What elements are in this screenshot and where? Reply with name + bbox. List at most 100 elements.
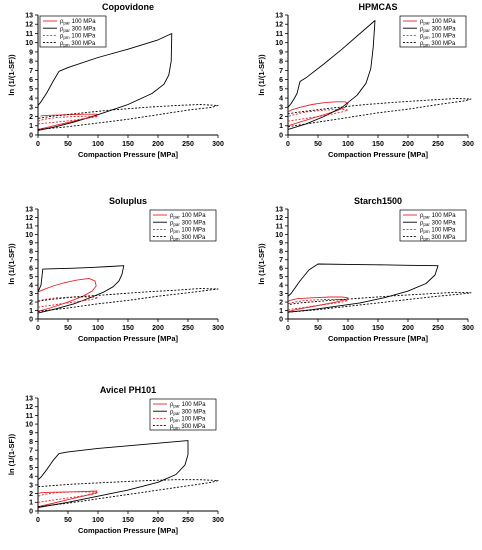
y-tick-label: 9 xyxy=(29,430,33,437)
y-tick-label: 3 xyxy=(279,291,283,298)
y-tick-label: 13 xyxy=(25,12,33,19)
legend-label: ρpm 300 MPa xyxy=(170,424,206,431)
y-tick-label: 9 xyxy=(29,49,33,56)
y-tick-label: 6 xyxy=(279,77,283,84)
series-line-2 xyxy=(38,115,99,125)
y-tick-label: 11 xyxy=(26,31,34,38)
y-tick-label: 6 xyxy=(29,77,33,84)
y-tick-label: 1 xyxy=(29,500,33,507)
y-tick-label: 0 xyxy=(29,508,33,515)
y-tick-label: 2 xyxy=(279,299,283,306)
y-tick-label: 11 xyxy=(276,223,284,230)
x-tick-label: 150 xyxy=(372,141,384,148)
series-line-0 xyxy=(38,113,98,130)
y-tick-label: 2 xyxy=(29,114,33,121)
y-tick-label: 2 xyxy=(29,491,33,498)
legend-label: ρpar 100 MPa xyxy=(420,19,456,26)
y-tick-label: 8 xyxy=(29,439,33,446)
series-line-0 xyxy=(38,490,98,508)
y-tick-label: 11 xyxy=(276,31,284,38)
y-tick-label: 10 xyxy=(25,40,33,47)
x-tick-label: 200 xyxy=(402,141,414,148)
x-tick-label: 0 xyxy=(286,325,290,332)
x-tick-label: 150 xyxy=(122,141,134,148)
y-tick-label: 4 xyxy=(279,283,283,290)
y-tick-label: 13 xyxy=(25,395,33,402)
series-line-2 xyxy=(288,299,349,311)
series-line-1 xyxy=(38,265,125,314)
x-tick-label: 250 xyxy=(182,325,194,332)
y-tick-label: 13 xyxy=(275,12,283,19)
y-tick-label: 1 xyxy=(279,308,283,315)
x-axis-label: Compaction Pressure [MPa] xyxy=(328,334,429,343)
chart-title: Copovidone xyxy=(102,2,154,12)
x-tick-label: 250 xyxy=(182,141,194,148)
x-tick-label: 200 xyxy=(152,517,164,524)
y-axis-label: ln (1/(1-SF)) xyxy=(7,433,16,475)
y-tick-label: 7 xyxy=(29,257,33,264)
legend-label: ρpar 100 MPa xyxy=(420,213,456,220)
y-tick-label: 8 xyxy=(279,249,283,256)
y-tick-label: 0 xyxy=(29,132,33,139)
y-tick-label: 2 xyxy=(279,114,283,121)
y-tick-label: 10 xyxy=(25,421,33,428)
legend-label: ρpm 300 MPa xyxy=(420,41,456,48)
x-tick-label: 50 xyxy=(314,141,322,148)
y-tick-label: 4 xyxy=(29,283,33,290)
y-tick-label: 5 xyxy=(29,86,33,93)
legend-label: ρpar 100 MPa xyxy=(60,19,96,26)
y-tick-label: 8 xyxy=(29,249,33,256)
legend-label: ρpm 300 MPa xyxy=(420,235,456,242)
y-axis-label: ln (1/(1-SF)) xyxy=(7,54,16,96)
y-tick-label: 9 xyxy=(279,49,283,56)
y-tick-label: 12 xyxy=(275,22,283,29)
y-tick-label: 9 xyxy=(279,240,283,247)
y-tick-label: 3 xyxy=(29,105,33,112)
y-tick-label: 12 xyxy=(25,22,33,29)
x-tick-label: 100 xyxy=(342,325,354,332)
series-line-1 xyxy=(38,440,189,508)
x-tick-label: 100 xyxy=(342,141,354,148)
y-tick-label: 11 xyxy=(26,413,34,420)
legend-label: ρpar 100 MPa xyxy=(170,213,206,220)
y-axis-label: ln (1/(1-SF)) xyxy=(257,54,266,96)
x-tick-label: 50 xyxy=(64,325,72,332)
series-line-0 xyxy=(288,296,349,312)
y-tick-label: 3 xyxy=(279,105,283,112)
legend-label: ρpm 100 MPa xyxy=(420,228,456,235)
chart-title: Avicel PH101 xyxy=(100,385,156,395)
series-line-0 xyxy=(38,277,97,312)
y-tick-label: 8 xyxy=(279,59,283,66)
y-tick-label: 7 xyxy=(279,257,283,264)
x-tick-label: 150 xyxy=(122,517,134,524)
series-line-3 xyxy=(38,104,219,130)
y-tick-label: 0 xyxy=(279,316,283,323)
y-tick-label: 12 xyxy=(25,404,33,411)
chart-title: Starch1500 xyxy=(354,196,402,206)
x-tick-label: 50 xyxy=(64,141,72,148)
y-tick-label: 6 xyxy=(29,266,33,273)
legend-label: ρpar 100 MPa xyxy=(170,402,206,409)
y-tick-label: 7 xyxy=(279,68,283,75)
y-axis-label: ln (1/(1-SF)) xyxy=(257,243,266,285)
x-tick-label: 300 xyxy=(462,325,474,332)
y-tick-label: 10 xyxy=(275,40,283,47)
y-tick-label: 13 xyxy=(25,206,33,213)
x-tick-label: 100 xyxy=(92,325,104,332)
y-tick-label: 5 xyxy=(279,274,283,281)
series-line-1 xyxy=(288,263,439,313)
series-line-3 xyxy=(288,98,472,128)
y-tick-label: 5 xyxy=(29,274,33,281)
x-tick-label: 300 xyxy=(462,141,474,148)
y-tick-label: 0 xyxy=(29,316,33,323)
y-tick-label: 1 xyxy=(279,123,283,130)
series-line-3 xyxy=(38,288,219,312)
y-tick-label: 1 xyxy=(29,308,33,315)
x-axis-label: Compaction Pressure [MPa] xyxy=(78,150,179,159)
